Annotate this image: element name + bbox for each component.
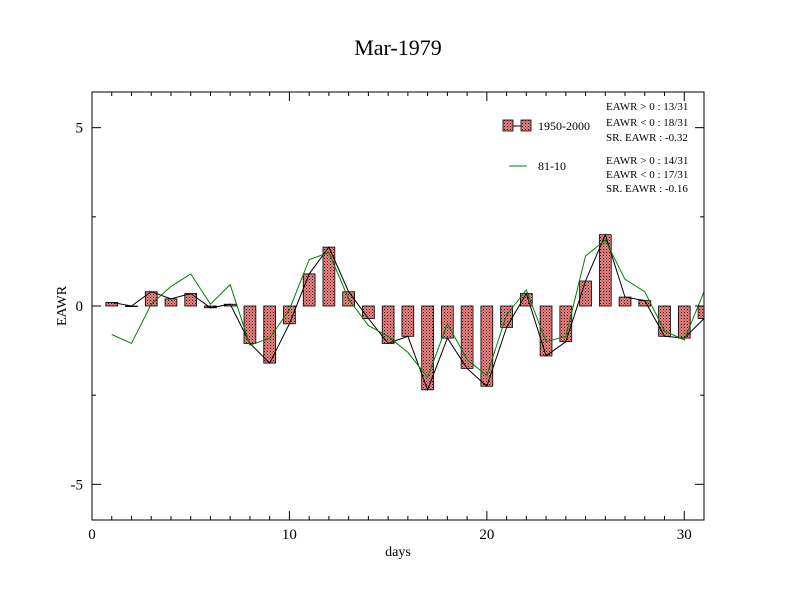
stat-8110-pos: EAWR > 0 : 14/31 — [606, 155, 688, 167]
stat-8110-sr: SR. EAWR : -0.16 — [606, 183, 688, 195]
x-tick-labels: 0 10 20 30 — [88, 527, 692, 543]
bar-day-29 — [658, 305, 671, 337]
bar-day-27 — [618, 296, 632, 307]
plot-area — [91, 91, 705, 521]
y-tick-label--5: -5 — [71, 477, 84, 493]
y-tick-label-0: 0 — [76, 299, 84, 315]
legend-entry-81-10: 81-10 — [509, 159, 566, 173]
bar-day-8 — [243, 305, 257, 344]
y-axis-label: EAWR — [55, 285, 70, 326]
bars-1950-2000 — [105, 234, 704, 391]
legend: 1950-2000 81-10 — [502, 119, 590, 173]
bar-day-11 — [302, 273, 316, 307]
x-tick-label-30: 30 — [677, 527, 692, 543]
stat-1950-neg: EAWR < 0 : 18/31 — [606, 117, 688, 129]
bar-day-30 — [677, 305, 691, 339]
x-tick-label-10: 10 — [282, 527, 297, 543]
bar-day-16 — [401, 305, 415, 337]
stats-annotations: EAWR > 0 : 13/31 EAWR < 0 : 18/31 SR. EA… — [606, 101, 688, 195]
bar-day-5 — [184, 293, 198, 307]
x-tick-label-20: 20 — [479, 527, 494, 543]
y-tick-label-5: 5 — [76, 121, 84, 137]
y-tick-labels: -5 0 5 — [71, 121, 84, 494]
series-line-81-10 — [111, 239, 704, 379]
x-axis-label: days — [385, 545, 411, 560]
legend-swatch-left — [502, 119, 514, 132]
stat-1950-sr: SR. EAWR : -0.32 — [606, 132, 688, 144]
x-tick-label-0: 0 — [88, 527, 96, 543]
bar-day-4 — [164, 298, 178, 307]
bar-day-18 — [441, 305, 454, 339]
legend-label-1950-2000: 1950-2000 — [538, 119, 590, 133]
legend-swatch-right — [520, 119, 532, 132]
legend-label-81-10: 81-10 — [538, 159, 566, 173]
lines — [111, 233, 704, 392]
chart-title: Mar-1979 — [354, 35, 442, 60]
axis-ticks — [91, 92, 705, 520]
series-line-1950-2000 — [111, 233, 704, 392]
stat-8110-neg: EAWR < 0 : 17/31 — [606, 169, 688, 181]
legend-entry-1950-2000: 1950-2000 — [502, 119, 590, 133]
stat-1950-pos: EAWR > 0 : 13/31 — [606, 101, 688, 113]
